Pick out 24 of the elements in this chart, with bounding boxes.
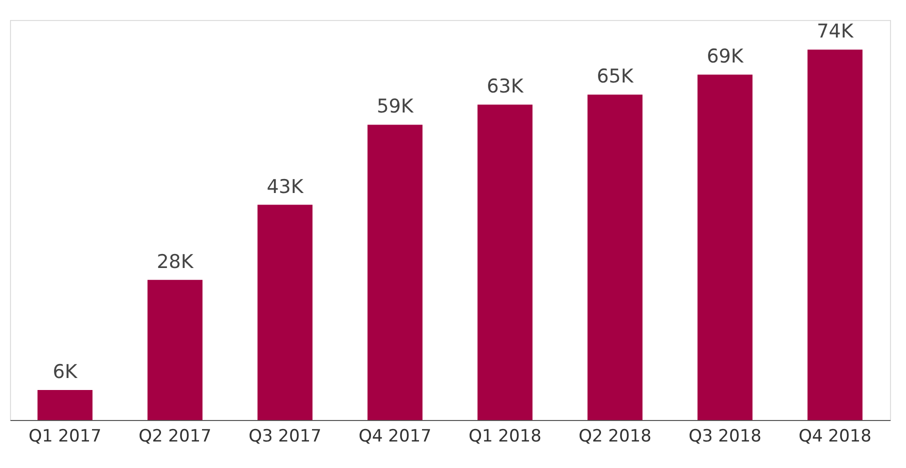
bar [588,94,642,420]
x-tick-label: Q1 2017 [28,426,102,446]
x-tick-label: Q3 2017 [248,426,322,446]
x-tick-label: Q3 2018 [688,426,762,446]
data-label: 59K [376,96,414,118]
data-label: 65K [596,66,634,88]
data-label: 6K [52,360,78,383]
x-tick-label: Q1 2018 [468,426,542,446]
x-tick-label: Q4 2017 [358,426,432,446]
data-label: 28K [156,250,194,273]
bar [808,50,862,420]
data-label: 74K [816,20,854,43]
data-label: 63K [486,76,524,98]
bar [368,124,422,420]
data-label: 43K [266,176,304,198]
x-tick-label: Q4 2018 [798,426,872,446]
x-tick-label: Q2 2017 [138,426,212,446]
bar [148,280,202,420]
data-label: 69K [706,46,744,68]
bar [38,390,92,420]
bar [478,104,532,420]
bar [258,204,312,420]
bar [698,74,752,420]
x-tick-label: Q2 2018 [578,426,652,446]
